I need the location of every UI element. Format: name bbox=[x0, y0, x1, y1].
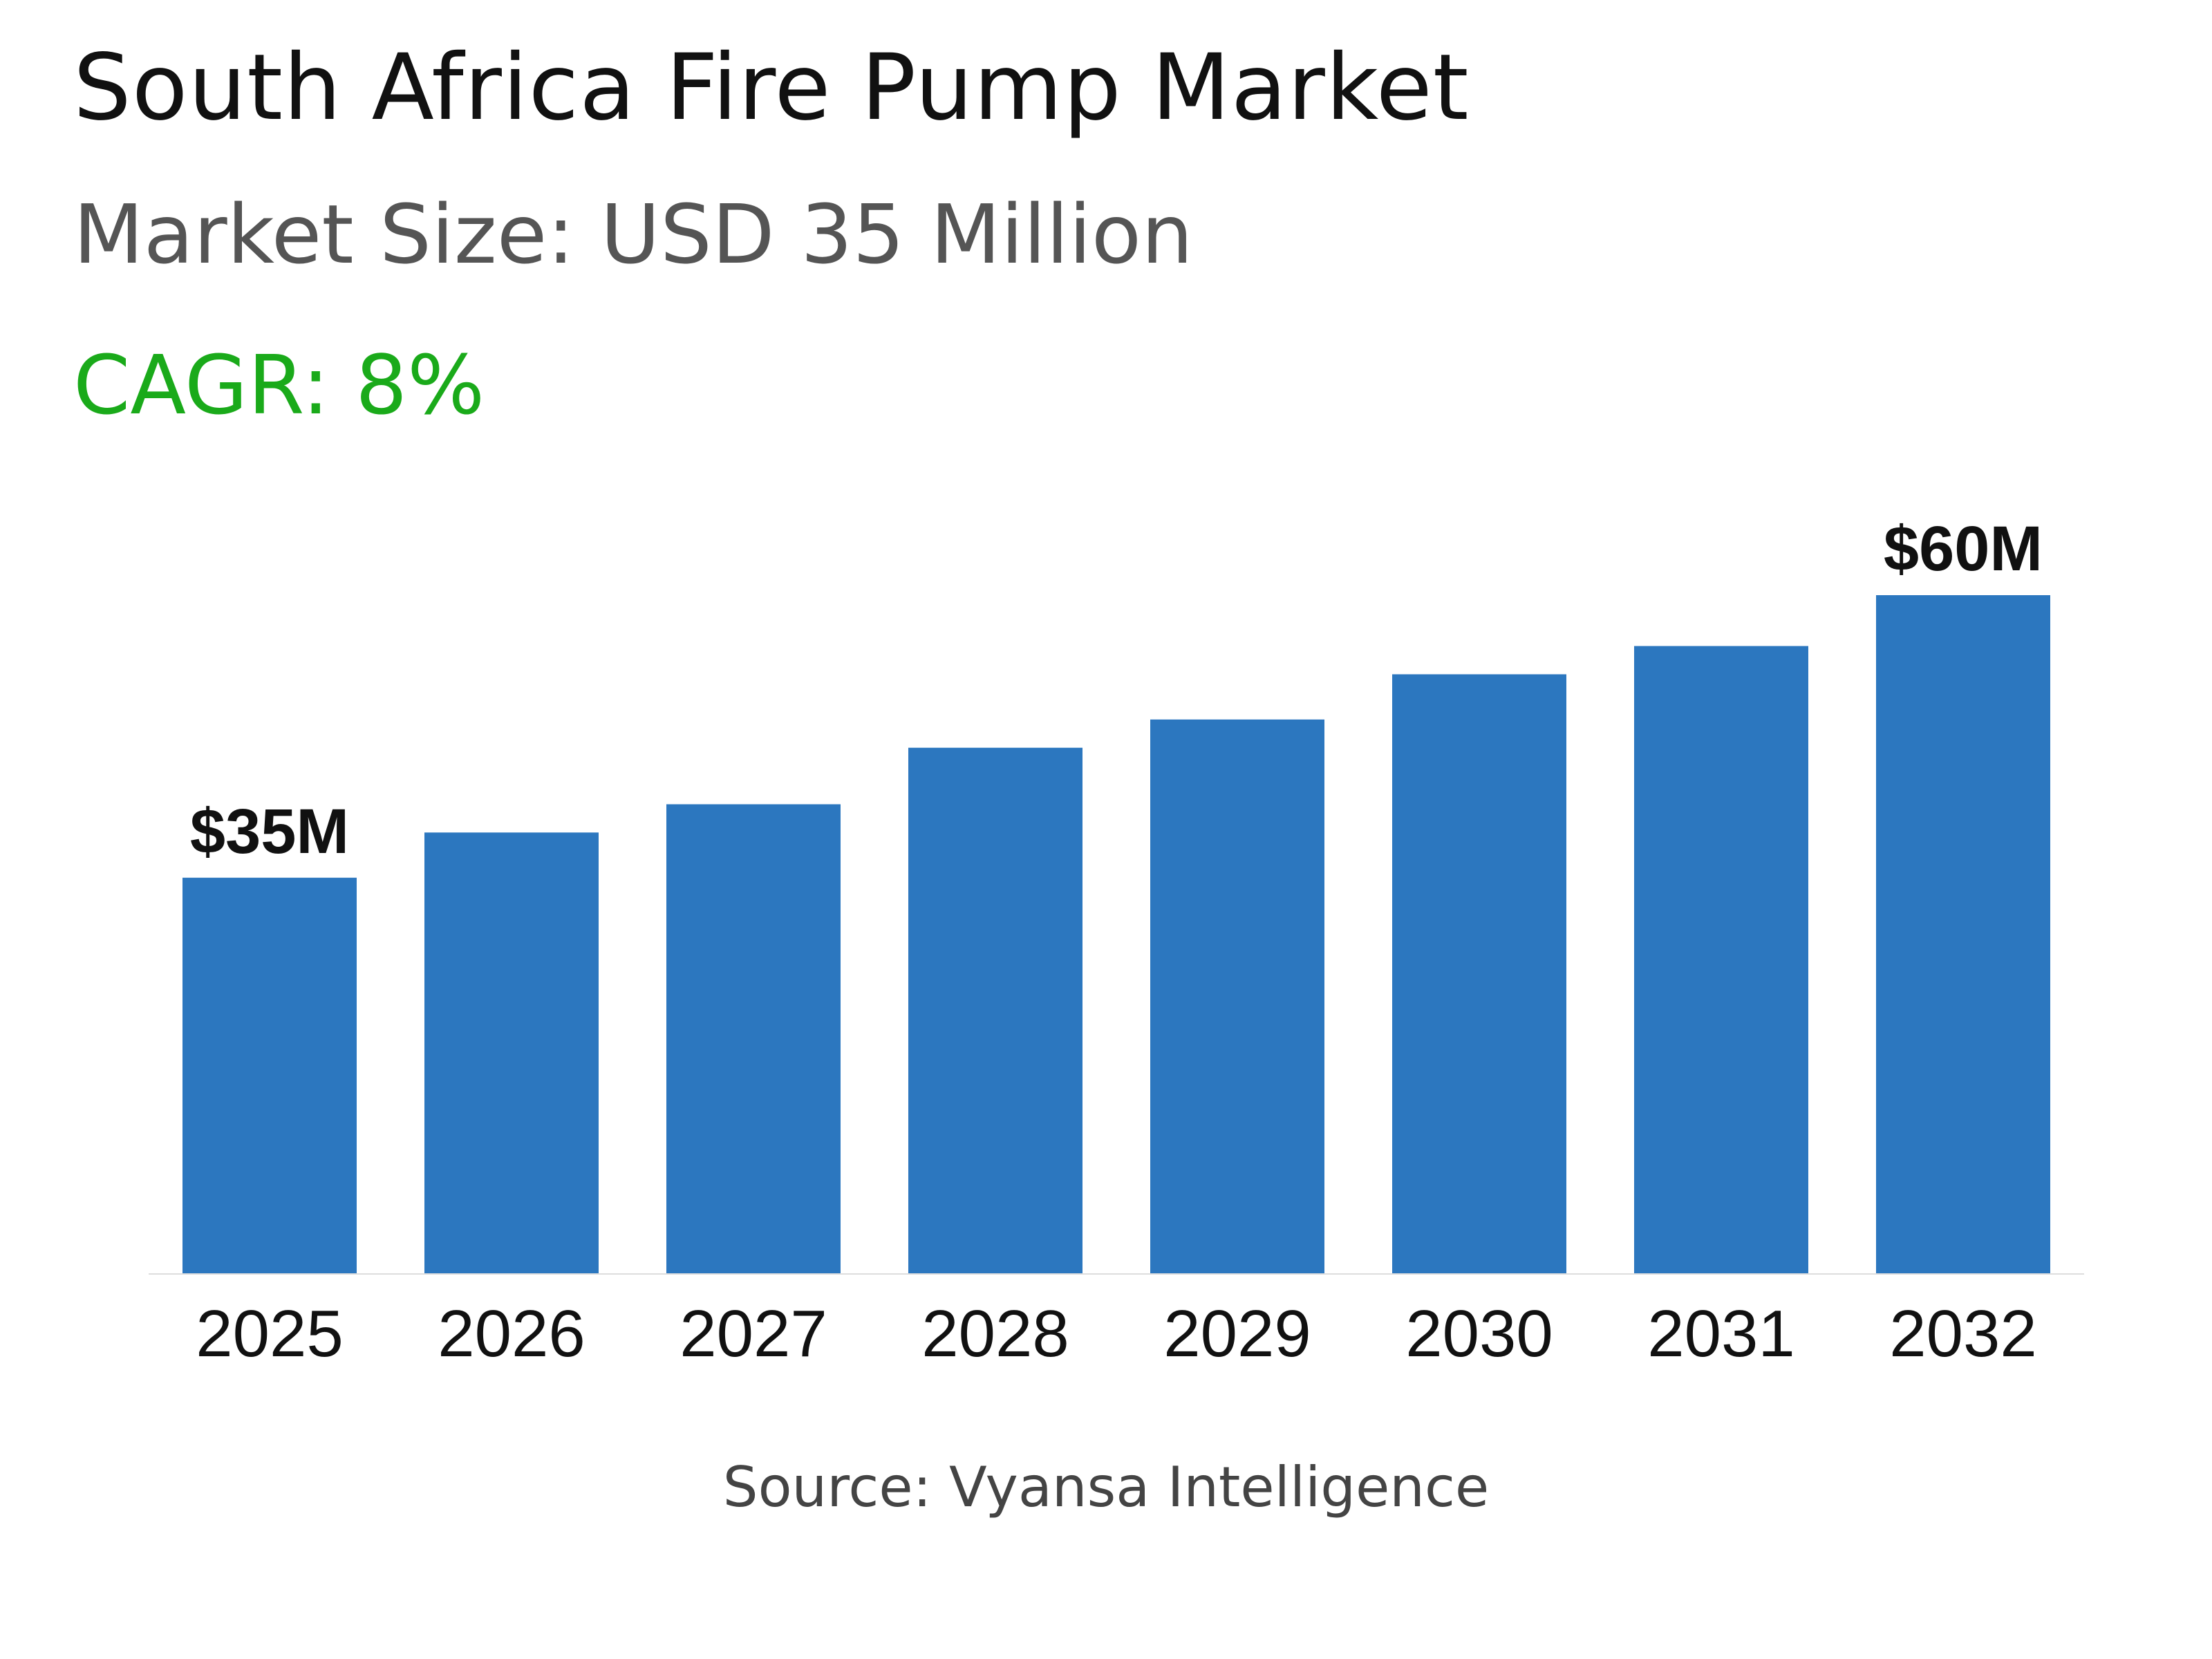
market-size-text: Market Size: USD 35 Million bbox=[73, 187, 1193, 282]
x-tick-label-2025: 2025 bbox=[196, 1297, 344, 1371]
bar-2028 bbox=[908, 747, 1082, 1273]
x-tick-label-2026: 2026 bbox=[438, 1297, 585, 1371]
bar-2025 bbox=[182, 877, 357, 1273]
x-tick-label-2027: 2027 bbox=[679, 1297, 827, 1371]
chart-title: South Africa Fire Pump Market bbox=[73, 35, 1470, 141]
data-label-2025: $35M bbox=[190, 796, 349, 867]
bar-2029 bbox=[1150, 719, 1324, 1273]
source-text: Source: Vyansa Intelligence bbox=[722, 1455, 1490, 1519]
bar-2030 bbox=[1392, 674, 1566, 1273]
x-tick-label-2029: 2029 bbox=[1163, 1297, 1311, 1371]
bar-2027 bbox=[666, 804, 841, 1273]
data-label-2032: $60M bbox=[1884, 514, 2043, 584]
bar-2031 bbox=[1634, 646, 1808, 1273]
x-tick-label-2032: 2032 bbox=[1889, 1297, 2037, 1371]
x-tick-label-2028: 2028 bbox=[921, 1297, 1069, 1371]
bar-2026 bbox=[424, 832, 599, 1273]
x-tick-label-2031: 2031 bbox=[1647, 1297, 1795, 1371]
cagr-text: CAGR: 8% bbox=[73, 337, 485, 433]
bar-2032 bbox=[1876, 595, 2050, 1273]
x-tick-label-2030: 2030 bbox=[1405, 1297, 1553, 1371]
